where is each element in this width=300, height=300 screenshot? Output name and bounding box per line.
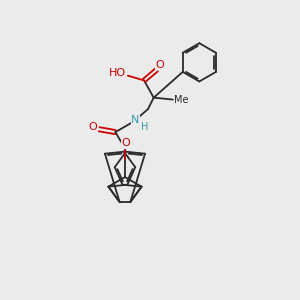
Text: HO: HO (109, 68, 126, 78)
Text: O: O (122, 138, 130, 148)
Text: Me: Me (174, 94, 189, 105)
Text: O: O (155, 60, 164, 70)
Text: N: N (131, 115, 140, 125)
Text: H: H (141, 122, 148, 132)
Text: O: O (88, 122, 97, 132)
